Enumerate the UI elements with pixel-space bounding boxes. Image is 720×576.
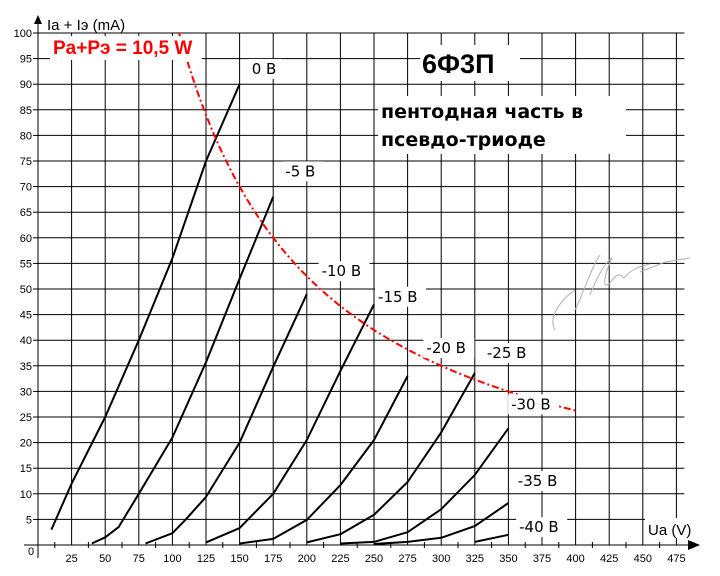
x-tick-label: 150	[230, 553, 248, 565]
curve-label: -5 B	[282, 161, 325, 182]
y-tick-label: 75	[20, 156, 32, 168]
x-axis-title-box: Ua (V)	[645, 518, 701, 539]
svg-text:0 B: 0 B	[252, 60, 277, 78]
curve-label: -25 B	[483, 343, 535, 364]
chart-subtitle-line-1: пентодная часть в	[381, 101, 583, 123]
y-tick-label: 80	[20, 130, 32, 142]
curve-label: -10 B	[318, 261, 370, 282]
x-tick-label: 25	[65, 553, 77, 565]
y-tick-label: 25	[20, 412, 32, 424]
title-box: 6Ф3П	[420, 45, 520, 81]
svg-text:-40 B: -40 B	[519, 518, 559, 536]
curve-label: -30 B	[508, 394, 560, 415]
x-tick-label: 75	[133, 553, 145, 565]
y-tick-label: 10	[20, 489, 32, 501]
x-tick-label: 475	[667, 553, 685, 565]
signature-scribble	[552, 254, 691, 331]
x-tick-label: 375	[533, 553, 551, 565]
x-tick-label: 350	[499, 553, 517, 565]
curve-labels: 0 B -5 B -10 B -15 B -20 B -25 B -30 B -35 B -40…	[248, 58, 568, 538]
x-tick-label: 425	[600, 553, 618, 565]
subtitle-box: пентодная часть в псевдо-триоде	[378, 96, 626, 154]
y-tick-label: 30	[20, 386, 32, 398]
x-tick-label: 125	[197, 553, 215, 565]
y-axis-arrow-icon	[34, 15, 42, 24]
y-tick-label: 100	[14, 28, 32, 40]
grid-lines	[33, 32, 685, 548]
y-tick-label: 60	[20, 233, 32, 245]
svg-text:-15 B: -15 B	[378, 288, 418, 306]
x-tick-label: 50	[99, 553, 111, 565]
x-tick-label: 225	[331, 553, 349, 565]
y-tick-label: 50	[20, 284, 32, 296]
svg-text:-5 B: -5 B	[285, 162, 315, 180]
power-limit-hyperbola	[178, 32, 576, 412]
x-tick-label: 450	[634, 553, 652, 565]
svg-text:-20 B: -20 B	[426, 339, 466, 357]
y-tick-label: 85	[20, 105, 32, 117]
y-tick-label: 5	[26, 514, 32, 526]
x-axis-arrow-icon	[688, 540, 700, 550]
x-tick-label: 100	[163, 553, 181, 565]
curve--30b	[340, 427, 510, 545]
chart-subtitle-line-2: псевдо-триоде	[381, 129, 546, 151]
power-limit-curve	[178, 32, 576, 412]
x-tick-label: 400	[566, 553, 584, 565]
x-tick-label: 275	[398, 553, 416, 565]
svg-text:-35 B: -35 B	[518, 472, 558, 490]
svg-text:-30 B: -30 B	[511, 395, 551, 413]
y-tick-label: 70	[20, 182, 32, 194]
curve--20b	[239, 375, 409, 545]
y-tick-label: 65	[20, 207, 32, 219]
anode-characteristic-curves	[50, 83, 510, 545]
curve-label: -35 B	[514, 471, 566, 492]
x-tick-label: 325	[466, 553, 484, 565]
y-tick-label: 95	[20, 54, 32, 66]
curve-label: -20 B	[423, 338, 475, 358]
x-tick-label: 175	[264, 553, 282, 565]
svg-text:-10 B: -10 B	[322, 262, 362, 280]
y-tick-label: 20	[20, 438, 32, 450]
curve--10b	[145, 293, 308, 545]
curve--15b	[205, 303, 375, 544]
x-tick-label: 200	[298, 553, 316, 565]
y-axis-title: Ia + Iэ (mA)	[47, 17, 125, 34]
chart-title: 6Ф3П	[422, 49, 494, 79]
axis-tick-labels: 25 50 75 100 125 150 175 200 225 250 275 300 325 350 3…	[14, 28, 686, 565]
y-tick-label: 90	[20, 79, 32, 91]
curve--25b	[306, 372, 476, 544]
origin-label: 0	[28, 546, 34, 558]
curve--35b	[373, 502, 509, 545]
y-tick-label: 40	[20, 335, 32, 347]
y-tick-label: 45	[20, 310, 32, 322]
y-tick-label: 55	[20, 258, 32, 270]
curve--40b	[474, 533, 509, 543]
curve-label: -40 B	[516, 517, 568, 538]
curve--5b	[91, 196, 275, 545]
power-label-box: Pa+Pэ = 10,5 W	[50, 36, 202, 60]
curve-0b	[50, 83, 241, 531]
axes	[24, 15, 700, 558]
curve-label: -15 B	[375, 286, 427, 307]
y-tick-label: 35	[20, 361, 32, 373]
y-tick-label: 15	[20, 463, 32, 475]
curve-label: 0 B	[248, 58, 282, 79]
power-limit-label: Pa+Pэ = 10,5 W	[53, 38, 192, 59]
svg-text:-25 B: -25 B	[487, 344, 527, 362]
x-tick-label: 250	[365, 553, 383, 565]
x-axis-title: Ua (V)	[648, 522, 691, 539]
y-axis-title-box: Ia + Iэ (mA)	[46, 14, 138, 34]
x-tick-label: 300	[432, 553, 450, 565]
